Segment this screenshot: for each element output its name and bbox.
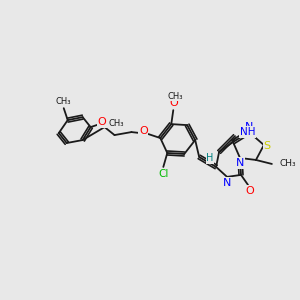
Text: NH: NH	[240, 127, 256, 137]
Text: O: O	[139, 126, 148, 136]
Text: N: N	[223, 178, 231, 188]
Text: O: O	[97, 117, 106, 127]
Text: Cl: Cl	[158, 169, 169, 179]
Text: CH₃: CH₃	[109, 118, 124, 127]
Text: CH₃: CH₃	[56, 97, 71, 106]
Text: CH₃: CH₃	[167, 92, 183, 101]
Text: CH₃: CH₃	[280, 159, 296, 168]
Text: N: N	[236, 158, 244, 168]
Text: N: N	[245, 122, 253, 132]
Text: O: O	[169, 98, 178, 108]
Text: H: H	[206, 153, 214, 163]
Text: O: O	[246, 186, 254, 196]
Text: S: S	[263, 141, 271, 151]
